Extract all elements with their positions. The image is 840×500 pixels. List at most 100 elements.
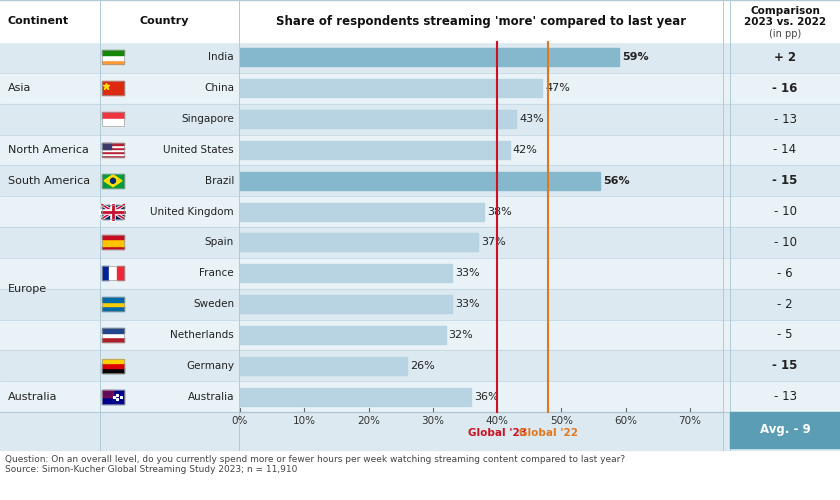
Text: 10%: 10% xyxy=(293,416,316,426)
Bar xyxy=(102,81,124,95)
Text: Share of respondents streaming 'more' compared to last year: Share of respondents streaming 'more' co… xyxy=(276,14,686,28)
Bar xyxy=(102,236,124,250)
Bar xyxy=(102,112,124,119)
Bar xyxy=(102,390,124,404)
Text: Global '23: Global '23 xyxy=(468,428,527,438)
Bar xyxy=(102,390,113,396)
Bar xyxy=(102,153,124,155)
Bar xyxy=(0,196,840,227)
Text: 40%: 40% xyxy=(486,416,508,426)
Bar xyxy=(102,358,124,372)
Bar xyxy=(102,151,124,153)
Text: 37%: 37% xyxy=(480,238,506,248)
Text: - 15: - 15 xyxy=(772,174,798,187)
Text: - 2: - 2 xyxy=(777,298,793,310)
Bar xyxy=(102,328,124,342)
Text: Asia: Asia xyxy=(8,83,31,93)
Bar xyxy=(0,288,840,320)
Text: South America: South America xyxy=(8,176,90,186)
Bar xyxy=(102,204,124,218)
Bar xyxy=(102,390,124,404)
Bar xyxy=(102,266,124,280)
Bar xyxy=(0,134,840,166)
Text: 33%: 33% xyxy=(455,299,480,309)
Bar xyxy=(0,227,840,258)
Text: Country: Country xyxy=(140,16,190,26)
Text: China: China xyxy=(204,83,234,93)
Bar xyxy=(240,388,471,406)
Bar xyxy=(117,266,124,280)
Bar xyxy=(102,143,111,150)
Text: 38%: 38% xyxy=(487,206,512,216)
Bar xyxy=(0,104,840,134)
Bar xyxy=(0,381,840,412)
Text: 2023 vs. 2022: 2023 vs. 2022 xyxy=(744,17,826,27)
Polygon shape xyxy=(104,175,122,186)
Text: 60%: 60% xyxy=(614,416,637,426)
Bar xyxy=(102,358,124,364)
Bar xyxy=(240,295,452,313)
Text: United Kingdom: United Kingdom xyxy=(150,206,234,216)
Text: Brazil: Brazil xyxy=(205,176,234,186)
Bar xyxy=(102,119,124,126)
Text: 42%: 42% xyxy=(513,145,538,155)
Bar xyxy=(0,258,840,288)
Text: + 2: + 2 xyxy=(774,51,796,64)
Text: 36%: 36% xyxy=(475,392,499,402)
Bar xyxy=(0,320,840,350)
Bar xyxy=(102,302,124,306)
Text: 0%: 0% xyxy=(232,416,248,426)
Bar xyxy=(102,174,124,188)
Bar xyxy=(240,110,517,128)
Bar xyxy=(102,50,124,55)
Bar xyxy=(109,266,117,280)
Text: 30%: 30% xyxy=(422,416,444,426)
Text: 47%: 47% xyxy=(545,83,570,93)
Text: 70%: 70% xyxy=(679,416,701,426)
Bar xyxy=(102,50,124,64)
Bar xyxy=(102,239,124,246)
Bar xyxy=(240,234,478,252)
Bar xyxy=(102,155,124,157)
Bar xyxy=(102,338,124,342)
Bar xyxy=(240,326,446,344)
Text: 43%: 43% xyxy=(519,114,544,124)
Bar xyxy=(102,236,124,239)
Text: France: France xyxy=(199,268,234,278)
Bar xyxy=(102,306,124,311)
Bar xyxy=(102,149,124,151)
Text: 20%: 20% xyxy=(357,416,380,426)
Bar xyxy=(0,42,840,73)
Text: Australia: Australia xyxy=(187,392,234,402)
Text: Singapore: Singapore xyxy=(181,114,234,124)
Bar xyxy=(102,328,124,332)
Bar xyxy=(102,143,124,157)
Bar xyxy=(240,172,600,190)
Bar xyxy=(102,332,124,338)
Text: (in pp): (in pp) xyxy=(769,30,801,40)
Text: Avg. - 9: Avg. - 9 xyxy=(759,424,811,436)
Bar xyxy=(0,166,840,196)
Bar xyxy=(240,202,484,220)
Text: Sweden: Sweden xyxy=(193,299,234,309)
Bar xyxy=(102,174,124,188)
Bar xyxy=(102,204,124,218)
Text: - 10: - 10 xyxy=(774,205,796,218)
Text: United States: United States xyxy=(163,145,234,155)
Bar xyxy=(0,412,840,450)
Bar xyxy=(240,264,452,282)
Text: Europe: Europe xyxy=(8,284,47,294)
Bar xyxy=(240,80,542,97)
Text: - 5: - 5 xyxy=(777,328,793,342)
Text: - 16: - 16 xyxy=(772,82,798,95)
Text: - 13: - 13 xyxy=(774,390,796,403)
Text: 33%: 33% xyxy=(455,268,480,278)
Bar xyxy=(0,73,840,104)
Circle shape xyxy=(111,178,116,183)
Text: 59%: 59% xyxy=(622,52,648,62)
Text: Comparison: Comparison xyxy=(750,6,820,16)
Bar xyxy=(240,141,510,159)
Bar xyxy=(102,246,124,250)
Bar xyxy=(102,297,124,302)
Bar xyxy=(102,147,124,149)
